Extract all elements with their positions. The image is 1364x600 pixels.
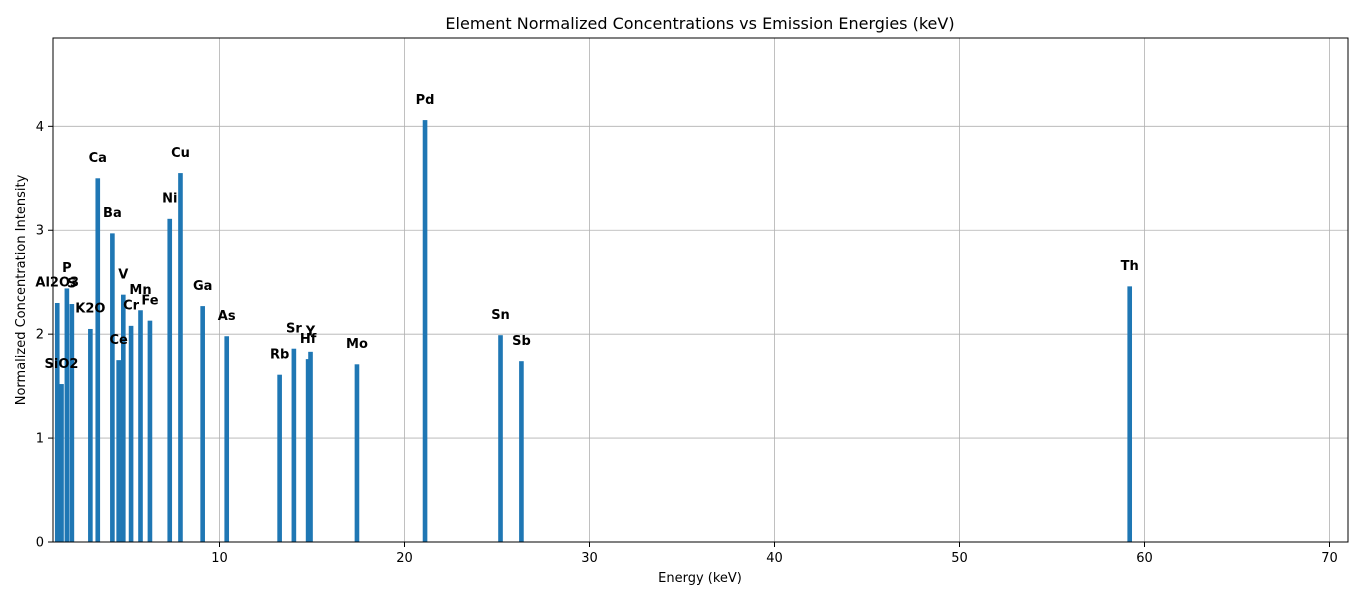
x-tick-label: 70 bbox=[1321, 551, 1338, 566]
bar-label-mo: Mo bbox=[346, 337, 368, 352]
bar-label-s: S bbox=[67, 277, 76, 292]
bar-as bbox=[224, 336, 230, 542]
bar-k2o bbox=[88, 328, 93, 542]
bar-label-th: Th bbox=[1121, 259, 1139, 274]
bar-ba bbox=[110, 233, 115, 543]
bar-hf bbox=[305, 359, 311, 542]
bar-s bbox=[69, 304, 75, 542]
bar-y bbox=[308, 351, 313, 542]
bar-al2o3 bbox=[54, 302, 60, 542]
x-tick-label: 40 bbox=[766, 551, 783, 566]
x-tick-label: 50 bbox=[951, 551, 968, 566]
bar-label-ba: Ba bbox=[103, 206, 122, 221]
bar-label-rb: Rb bbox=[270, 347, 289, 362]
x-tick-labels: 10 20 30 40 50 60 70 bbox=[211, 551, 1338, 566]
x-tick-label: 60 bbox=[1136, 551, 1153, 566]
bar-label-cr: Cr bbox=[123, 299, 140, 314]
bar-sr bbox=[291, 348, 297, 542]
grid bbox=[53, 38, 1348, 543]
bar-label-fe: Fe bbox=[141, 293, 158, 308]
bar-ga bbox=[200, 306, 205, 542]
bar-ce bbox=[116, 360, 121, 542]
y-tick-label: 1 bbox=[36, 432, 44, 447]
bar-label-sio2: SiO2 bbox=[45, 357, 79, 372]
plot-frame bbox=[52, 37, 1349, 543]
y-tick-labels: 0 1 2 3 4 bbox=[36, 120, 44, 551]
bar-mo bbox=[354, 364, 360, 542]
bar-sb bbox=[519, 361, 524, 542]
bar-label-v: V bbox=[118, 267, 128, 282]
chart-title: Element Normalized Concentrations vs Emi… bbox=[445, 14, 954, 33]
y-tick-label: 3 bbox=[36, 224, 44, 239]
bar-label-ga: Ga bbox=[193, 279, 212, 294]
bar-v bbox=[120, 294, 126, 542]
bar-th bbox=[1127, 286, 1133, 542]
bar-label-hf: Hf bbox=[300, 332, 317, 347]
ticks bbox=[48, 125, 1330, 547]
bar-label-al2o3: Al2O3 bbox=[35, 276, 79, 291]
bar-label-mn: Mn bbox=[129, 283, 151, 298]
bar-label-ni: Ni bbox=[162, 192, 177, 207]
bar-label-as: As bbox=[218, 309, 236, 324]
bar-label-p: P bbox=[62, 261, 72, 276]
bar-label-pd: Pd bbox=[416, 93, 435, 108]
bar-ca bbox=[95, 178, 101, 542]
bar-label-ca: Ca bbox=[89, 151, 107, 166]
bar-label-sn: Sn bbox=[491, 308, 510, 323]
x-tick-label: 20 bbox=[396, 551, 413, 566]
x-tick-label: 30 bbox=[581, 551, 598, 566]
bar-label-cu: Cu bbox=[171, 146, 190, 161]
bar-fe bbox=[147, 320, 153, 542]
bar-label-sr: Sr bbox=[286, 321, 302, 336]
bar-pd bbox=[422, 120, 428, 542]
bar-label-y: Y bbox=[305, 325, 316, 340]
bar-label-ce: Ce bbox=[109, 333, 128, 348]
y-tick-label: 4 bbox=[36, 120, 44, 135]
bar-cu bbox=[178, 173, 183, 543]
y-tick-label: 0 bbox=[36, 536, 44, 551]
bar-sn bbox=[498, 335, 503, 542]
bar-p bbox=[64, 288, 70, 542]
bars bbox=[54, 120, 1133, 543]
bar-cr bbox=[128, 325, 134, 542]
x-tick-label: 10 bbox=[211, 551, 228, 566]
bar-rb bbox=[277, 374, 282, 542]
bar-label-sb: Sb bbox=[512, 334, 531, 349]
bar-ni bbox=[167, 218, 173, 542]
bar-sio2 bbox=[59, 384, 64, 542]
x-axis-label: Energy (keV) bbox=[658, 571, 742, 586]
y-axis-label: Normalized Concentration Intensity bbox=[14, 174, 29, 405]
y-tick-label: 2 bbox=[36, 328, 44, 343]
bar-mn bbox=[138, 310, 143, 542]
bar-label-k2o: K2O bbox=[75, 302, 105, 317]
